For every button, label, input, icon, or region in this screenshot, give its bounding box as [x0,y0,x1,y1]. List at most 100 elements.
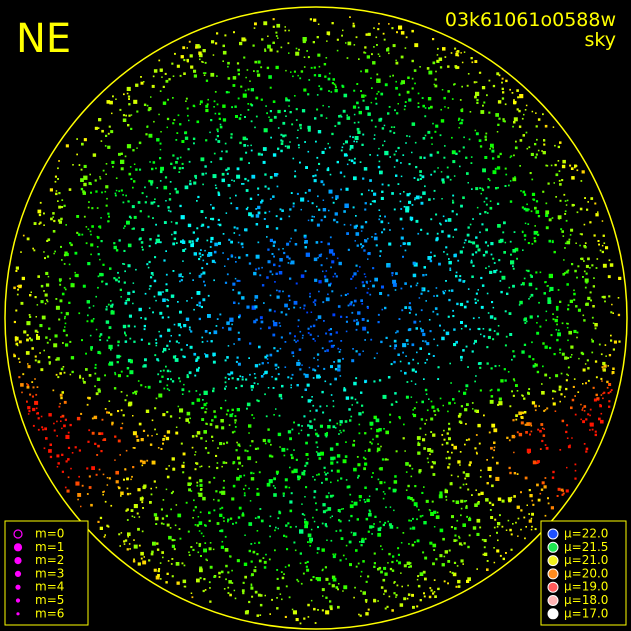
star [369,421,374,426]
star [189,54,193,58]
star [207,294,210,297]
star [237,73,240,76]
star [334,86,337,89]
star [320,241,323,243]
star [68,301,71,304]
star [212,206,215,210]
star [97,236,100,239]
star [340,315,343,318]
star [91,225,94,228]
star [297,319,300,322]
star [441,563,445,567]
star [244,534,246,536]
star [594,323,598,327]
star [471,253,474,256]
star [132,415,134,417]
star [493,262,496,264]
star [118,533,121,536]
star [540,423,544,426]
star [290,377,293,380]
star [98,389,101,393]
star [273,263,276,267]
star [297,580,300,583]
star [542,365,544,368]
star [76,215,80,218]
star [182,239,184,241]
star [277,147,280,150]
star [596,258,599,260]
star [352,275,354,278]
star [320,114,323,117]
star [447,410,449,413]
star [545,210,550,215]
star [26,385,30,389]
star [537,460,540,463]
star [325,297,330,302]
star [276,185,279,188]
star [166,430,171,434]
star [433,83,436,86]
star [360,70,362,73]
star [203,430,207,434]
star [312,338,315,340]
star [531,110,534,113]
star [611,371,615,374]
star [141,530,144,533]
star [458,117,461,120]
star [107,220,110,223]
star [465,345,468,348]
star [208,481,211,484]
star [458,390,460,393]
star [276,289,278,292]
star [401,80,405,85]
star [199,568,203,573]
star [420,309,423,312]
star [528,208,530,211]
star [462,280,465,283]
star [530,424,533,427]
star [255,318,258,322]
star [393,582,395,584]
star [74,446,77,449]
star [326,349,329,352]
star [535,125,538,128]
star [179,204,182,208]
star [231,179,233,181]
star [408,543,410,545]
star [141,496,144,498]
star [312,377,315,379]
star [97,350,101,354]
star [138,516,141,518]
star [193,142,195,145]
star [354,136,359,140]
star [95,328,98,331]
star [555,374,559,378]
star [429,453,431,456]
star [120,491,124,495]
star [317,473,320,476]
star [495,113,499,117]
star [349,148,352,151]
star [193,352,197,356]
star [559,348,562,351]
star [141,228,145,231]
star [524,537,526,540]
brightness-label: μ=21.5 [564,540,608,554]
star [152,274,154,276]
star [317,195,319,198]
star [618,340,621,343]
star [316,353,320,356]
star [397,183,400,185]
star [268,326,271,330]
star [186,107,189,110]
star [375,244,378,247]
star [352,348,354,350]
star [106,484,109,486]
star [328,419,332,422]
star [598,343,601,346]
star [391,192,394,195]
star [441,434,444,436]
star [199,466,201,468]
star [435,213,438,216]
star [272,153,277,157]
